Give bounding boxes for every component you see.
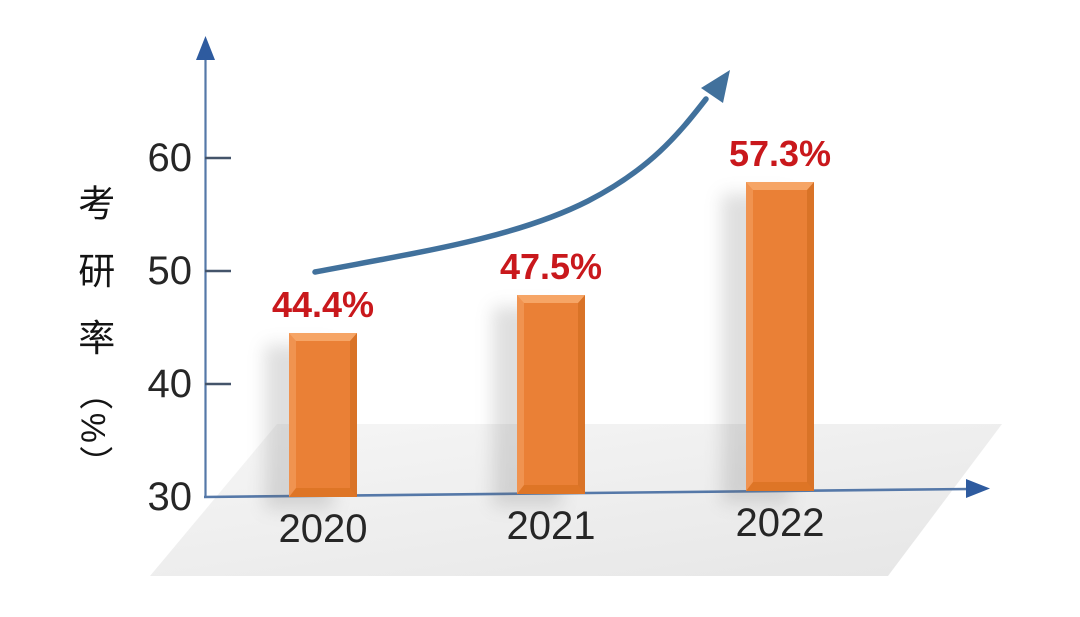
y-axis-title-text: 考研率 (72, 184, 114, 387)
y-tick-label-50: 50 (147, 249, 193, 293)
y-axis-title-unit: （%） (73, 376, 112, 483)
x-tick-label-2020: 2020 (278, 506, 368, 551)
value-label-2020: 44.4% (271, 283, 375, 325)
value-label-2021: 47.5% (499, 246, 603, 288)
x-tick-label-2022: 2022 (735, 501, 825, 546)
y-tick-label-30: 30 (147, 475, 193, 519)
bar-2020 (289, 332, 357, 497)
x-axis-arrow-icon (966, 479, 990, 498)
bar-2022 (746, 181, 814, 492)
y-tick-label-40: 40 (147, 362, 193, 406)
trend-arrowhead-icon (701, 70, 730, 103)
bar-2021 (517, 295, 585, 495)
y-axis-arrow-icon (196, 36, 215, 60)
y-axis-title: 考研率（%） (72, 184, 114, 483)
x-tick-label-2021: 2021 (506, 504, 596, 549)
value-label-2022: 57.3% (728, 132, 832, 174)
y-tick-label-60: 60 (147, 136, 193, 180)
